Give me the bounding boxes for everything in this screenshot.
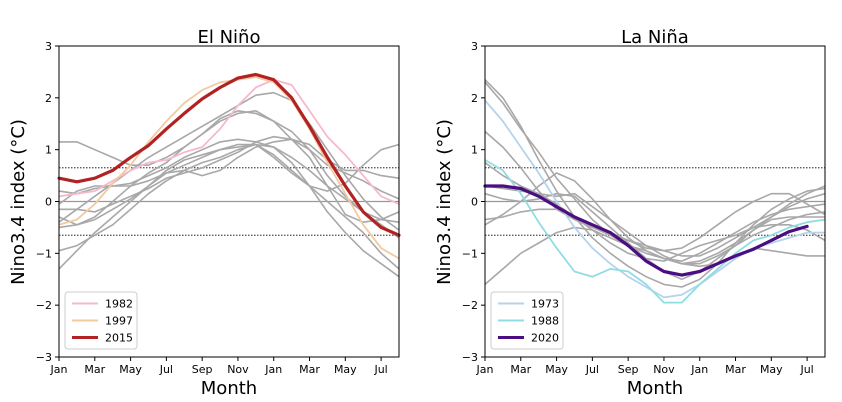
background-series-line [484,81,825,268]
legend-label-2020: 2020 [531,332,559,345]
x-tick-label: Jan [690,363,708,376]
y-tick-label: 3 [471,40,478,53]
background-series-line [484,203,826,286]
x-tick-label: Mar [84,363,105,376]
legend-label-1973: 1973 [531,298,559,311]
background-series-line [484,161,825,265]
x-tick-label: Mar [510,363,531,376]
x-tick-label: Mar [725,363,746,376]
background-series-line [484,79,826,288]
x-tick-label: Jul [373,363,387,376]
y-tick-label: 0 [471,196,478,209]
x-tick-label: Jul [799,363,813,376]
background-series-line [484,208,826,262]
y-tick-label: −1 [36,247,52,260]
legend: 1973 1988 2020 [490,291,564,350]
x-tick-label: May [334,363,357,376]
x-tick-label: Mar [299,363,320,376]
x-tick-label: Sep [192,363,213,376]
x-tick-label: Jul [585,363,599,376]
y-tick-label: 0 [45,196,52,209]
background-series-line [59,110,400,223]
x-axis-label: Month [627,378,683,399]
x-tick-label: Nov [653,363,675,376]
y-tick-label: −3 [462,351,478,364]
x-tick-label: Jan [50,363,68,376]
legend-label-2015: 2015 [105,332,133,345]
series-line-1988 [484,159,826,304]
x-tick-label: May [545,363,568,376]
background-series-line [59,135,400,213]
el-nino-panel: El Niño Month Nino3.4 index (°C) Jan Mar M… [8,27,401,399]
y-tick-label: 3 [45,40,52,53]
x-tick-label: May [760,363,783,376]
y-tick-label: −1 [462,247,478,260]
chart-title: La Niña [621,27,689,48]
legend-box [64,291,138,350]
series-line-2015 [57,72,401,237]
y-tick-label: −2 [462,299,478,312]
y-tick-label: −3 [36,351,52,364]
y-axis-label: Nino3.4 index (°C) [8,119,29,285]
background-series-line [58,138,400,195]
x-tick-label: Nov [227,363,249,376]
background-series-line [484,185,826,252]
background-series-line [58,143,400,278]
series-line-2020 [483,184,809,277]
background-series-line [58,143,400,270]
legend-label-1997: 1997 [105,315,133,328]
legend-label-1982: 1982 [105,298,133,311]
background-series-line [58,91,400,231]
y-tick-label: 1 [45,144,52,157]
legend-box [490,291,564,350]
legend-label-1988: 1988 [531,315,559,328]
y-tick-label: 1 [471,144,478,157]
background-series-line [58,143,400,229]
x-tick-label: Jan [476,363,494,376]
y-tick-label: 2 [471,92,478,105]
x-tick-label: May [119,363,142,376]
y-axis-label: Nino3.4 index (°C) [434,119,455,285]
series-line-1982 [58,78,400,205]
chart-title: El Niño [198,27,261,48]
x-tick-label: Jul [159,363,173,376]
y-tick-label: −2 [36,299,52,312]
x-tick-label: Jan [264,363,282,376]
y-tick-label: 2 [45,92,52,105]
x-tick-label: Sep [618,363,639,376]
series-line-1973 [484,99,825,299]
legend: 1982 1997 2015 [64,291,138,350]
x-axis-label: Month [201,378,257,399]
la-nina-panel: La Niña Month Nino3.4 index (°C) Jan Mar M… [434,27,826,399]
